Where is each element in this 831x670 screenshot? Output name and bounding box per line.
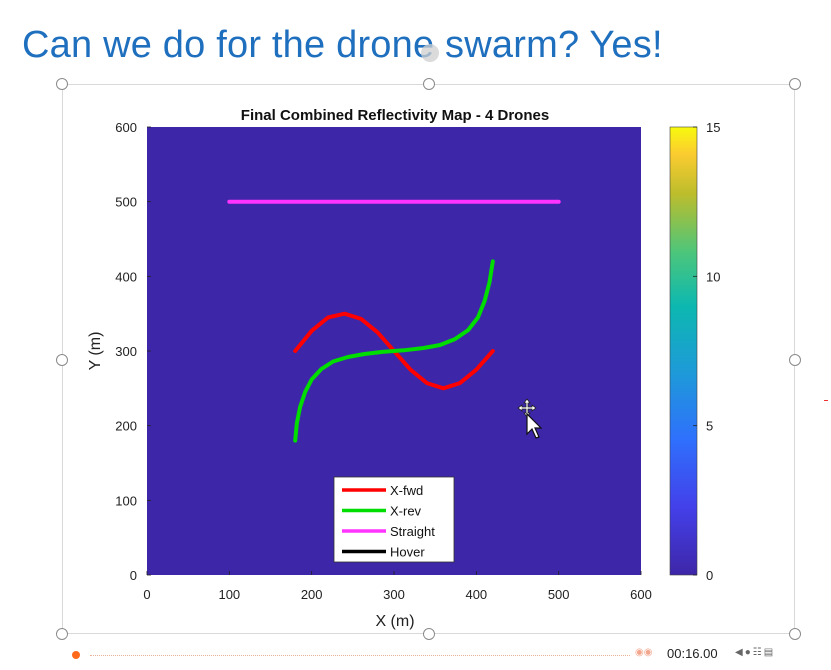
x-tick-label: 500: [548, 587, 570, 602]
series-line-x-rev: [293, 259, 495, 443]
resize-handle-top-center[interactable]: [423, 78, 435, 90]
colorbar: [669, 126, 698, 576]
y-tick-label: 100: [115, 493, 137, 508]
y-tick-label: 300: [115, 344, 137, 359]
x-tick-label: 600: [630, 587, 652, 602]
player-controls-icon[interactable]: ◀●☷▤: [735, 647, 776, 658]
chart-title: Final Combined Reflectivity Map - 4 Dron…: [241, 107, 549, 124]
rotate-handle-icon[interactable]: [421, 44, 439, 62]
y-tick-label: 600: [115, 120, 137, 135]
colorbar-tick-label: 0: [706, 568, 713, 583]
x-tick-label: 300: [383, 587, 405, 602]
resize-handle-middle-right[interactable]: [789, 354, 801, 366]
resize-handle-bottom-right[interactable]: [789, 628, 801, 640]
x-tick-label: 200: [301, 587, 323, 602]
move-cursor-icon: [517, 398, 543, 439]
chart-legend: X-fwd X-rev Straight Hover: [333, 476, 455, 563]
x-axis-label: X (m): [375, 613, 414, 630]
legend-entry: X-rev: [390, 504, 422, 519]
resize-handle-top-left[interactable]: [56, 78, 68, 90]
resize-handle-top-right[interactable]: [789, 78, 801, 90]
legend-entry: Straight: [390, 524, 435, 539]
colorbar-tick-label: 10: [706, 269, 720, 284]
y-tick-label: 200: [115, 419, 137, 434]
resize-handle-middle-left[interactable]: [56, 354, 68, 366]
legend-entry: X-fwd: [390, 483, 423, 498]
slide-title: Can we do for the drone swarm? Yes!: [22, 24, 663, 66]
record-icon[interactable]: ◉◉: [635, 647, 653, 658]
y-axis-label: Y (m): [87, 332, 104, 371]
legend-entry: Hover: [390, 545, 425, 560]
resize-handle-bottom-center[interactable]: [423, 628, 435, 640]
reflectivity-chart: Final Combined Reflectivity Map - 4 Dron…: [87, 107, 720, 630]
colorbar-tick-label: 15: [706, 120, 720, 135]
x-tick-label: 100: [218, 587, 240, 602]
offscreen-marker: [824, 400, 828, 401]
colorbar-tick-label: 5: [706, 419, 713, 434]
progress-track[interactable]: [90, 655, 630, 657]
resize-handle-bottom-left[interactable]: [56, 628, 68, 640]
y-tick-label: 400: [115, 269, 137, 284]
x-tick-label: 400: [465, 587, 487, 602]
play-icon[interactable]: [72, 651, 80, 659]
playback-time: 00:16.00: [667, 646, 718, 661]
y-tick-label: 500: [115, 195, 137, 210]
y-tick-label: 0: [130, 568, 137, 583]
x-tick-label: 0: [143, 587, 150, 602]
